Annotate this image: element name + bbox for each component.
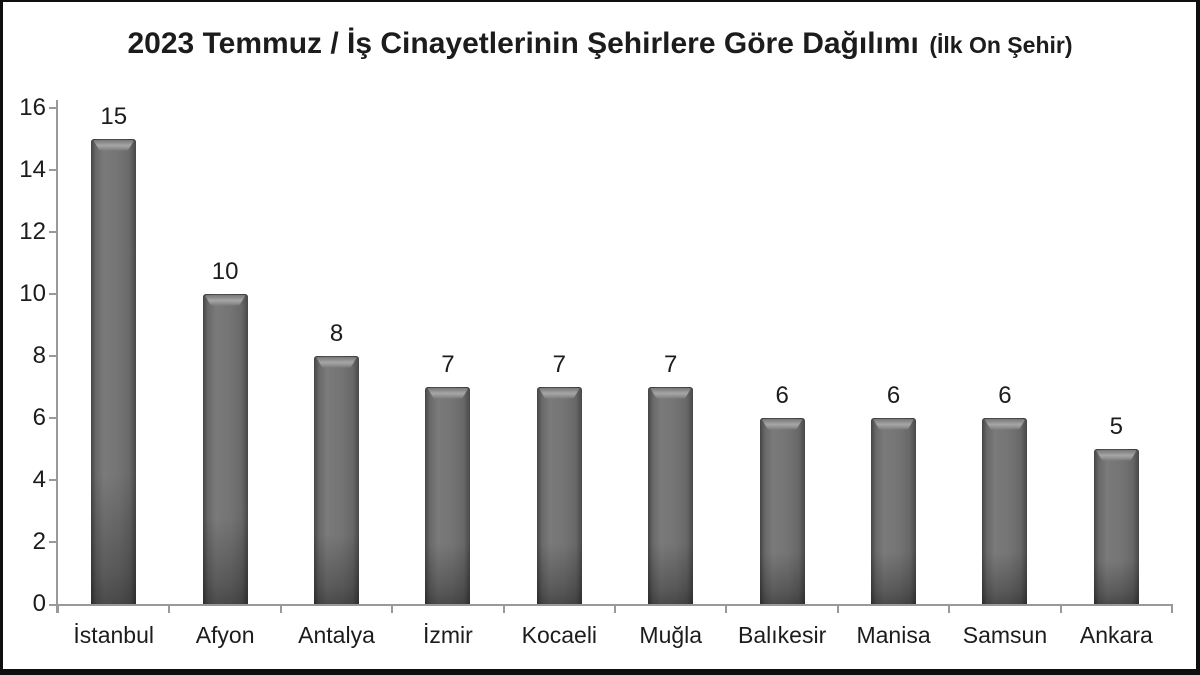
x-axis-line bbox=[49, 604, 1172, 606]
y-tick-label: 6 bbox=[32, 404, 46, 431]
bar-slot-Samsun: 6 bbox=[949, 108, 1060, 604]
x-category-label: Antalya bbox=[298, 622, 375, 648]
bar-Balıkesir bbox=[759, 418, 805, 604]
bar-value-label: 15 bbox=[100, 103, 128, 130]
chart-title-suffix: (İlk On Şehir) bbox=[929, 32, 1073, 58]
bar-Antalya bbox=[314, 356, 360, 604]
x-axis-tick bbox=[948, 604, 951, 613]
bar-Manisa bbox=[871, 418, 917, 604]
bars-container: 15 10 8 7 7 7 6 6 6 5 bbox=[58, 103, 1172, 604]
bar-Afyon bbox=[202, 294, 248, 604]
x-axis-tick bbox=[502, 604, 505, 613]
bar-Kocaeli bbox=[536, 387, 582, 604]
bar-Samsun bbox=[982, 418, 1028, 604]
bar-slot-Afyon: 10 bbox=[169, 108, 280, 604]
y-axis-tick bbox=[49, 479, 57, 481]
y-axis-tick bbox=[49, 355, 57, 357]
bar-İzmir bbox=[425, 387, 471, 604]
x-category-label: İzmir bbox=[423, 622, 473, 648]
bar-İstanbul bbox=[91, 139, 137, 604]
bar-value-label: 6 bbox=[775, 382, 789, 409]
chart-title: 2023 Temmuz / İş Cinayetlerinin Şehirler… bbox=[0, 24, 1200, 69]
bar-slot-Manisa: 6 bbox=[838, 108, 949, 604]
bar-slot-İstanbul: 15 bbox=[58, 103, 169, 604]
y-axis-tick bbox=[49, 417, 57, 419]
y-axis-tick bbox=[49, 293, 57, 295]
y-tick-label: 4 bbox=[32, 466, 46, 493]
bar-value-label: 7 bbox=[552, 351, 566, 378]
y-axis-tick-labels: 0 2 4 6 8 10 12 14 16 bbox=[0, 96, 46, 616]
y-tick-label: 10 bbox=[19, 280, 46, 307]
plot-region: 15 10 8 7 7 7 6 6 6 5 bbox=[49, 100, 1173, 613]
bar-value-label: 10 bbox=[211, 258, 239, 285]
y-tick-label: 14 bbox=[19, 156, 46, 183]
x-axis-tick bbox=[168, 604, 171, 613]
x-category-label: Ankara bbox=[1079, 622, 1153, 648]
bar-Ankara bbox=[1093, 449, 1139, 604]
y-axis-line bbox=[56, 100, 58, 613]
bar-slot-Kocaeli: 7 bbox=[504, 108, 615, 604]
x-category-label: Kocaeli bbox=[521, 622, 598, 648]
y-tick-label: 8 bbox=[32, 342, 46, 369]
bar-slot-Muğla: 7 bbox=[615, 108, 726, 604]
y-axis-tick bbox=[49, 107, 57, 109]
x-axis-tick bbox=[57, 604, 59, 613]
x-axis-tick bbox=[391, 604, 394, 613]
bar-value-label: 7 bbox=[664, 351, 678, 378]
x-category-label: Afyon bbox=[195, 622, 255, 648]
x-category-label: Samsun bbox=[962, 622, 1048, 648]
x-axis-tick bbox=[1171, 604, 1173, 613]
x-axis-tick bbox=[1059, 604, 1062, 613]
y-tick-label: 16 bbox=[19, 94, 46, 121]
x-axis-tick bbox=[725, 604, 728, 613]
y-tick-label: 2 bbox=[32, 528, 46, 555]
bar-value-label: 6 bbox=[886, 382, 901, 409]
x-axis-tick bbox=[279, 604, 282, 613]
bar-value-label: 5 bbox=[1109, 413, 1124, 440]
x-axis-category-labels: İstanbul Afyon Antalya İzmir Kocaeli Muğla Bal… bbox=[58, 622, 1172, 650]
y-axis-tick bbox=[49, 231, 57, 233]
bar-slot-İzmir: 7 bbox=[392, 108, 503, 604]
x-category-label: Muğla bbox=[639, 622, 703, 648]
x-category-label: Manisa bbox=[856, 622, 931, 648]
bar-slot-Ankara: 5 bbox=[1061, 108, 1172, 604]
x-category-label: İstanbul bbox=[73, 622, 154, 648]
bar-slot-Balıkesir: 6 bbox=[726, 108, 837, 604]
x-category-label: Balıkesir bbox=[738, 622, 827, 648]
y-axis-tick bbox=[49, 169, 57, 171]
bar-Muğla bbox=[648, 387, 694, 604]
x-axis-tick bbox=[836, 604, 839, 613]
y-axis-tick bbox=[49, 541, 57, 543]
y-tick-label: 12 bbox=[19, 218, 46, 245]
bar-value-label: 6 bbox=[998, 382, 1012, 409]
y-tick-label: 0 bbox=[32, 590, 46, 617]
x-axis-tick bbox=[614, 604, 616, 613]
bar-value-label: 7 bbox=[441, 351, 455, 378]
bar-value-label: 8 bbox=[329, 320, 344, 347]
chart-title-main: 2023 Temmuz / İş Cinayetlerinin Şehirler… bbox=[127, 27, 919, 60]
bar-slot-Antalya: 8 bbox=[281, 108, 392, 604]
